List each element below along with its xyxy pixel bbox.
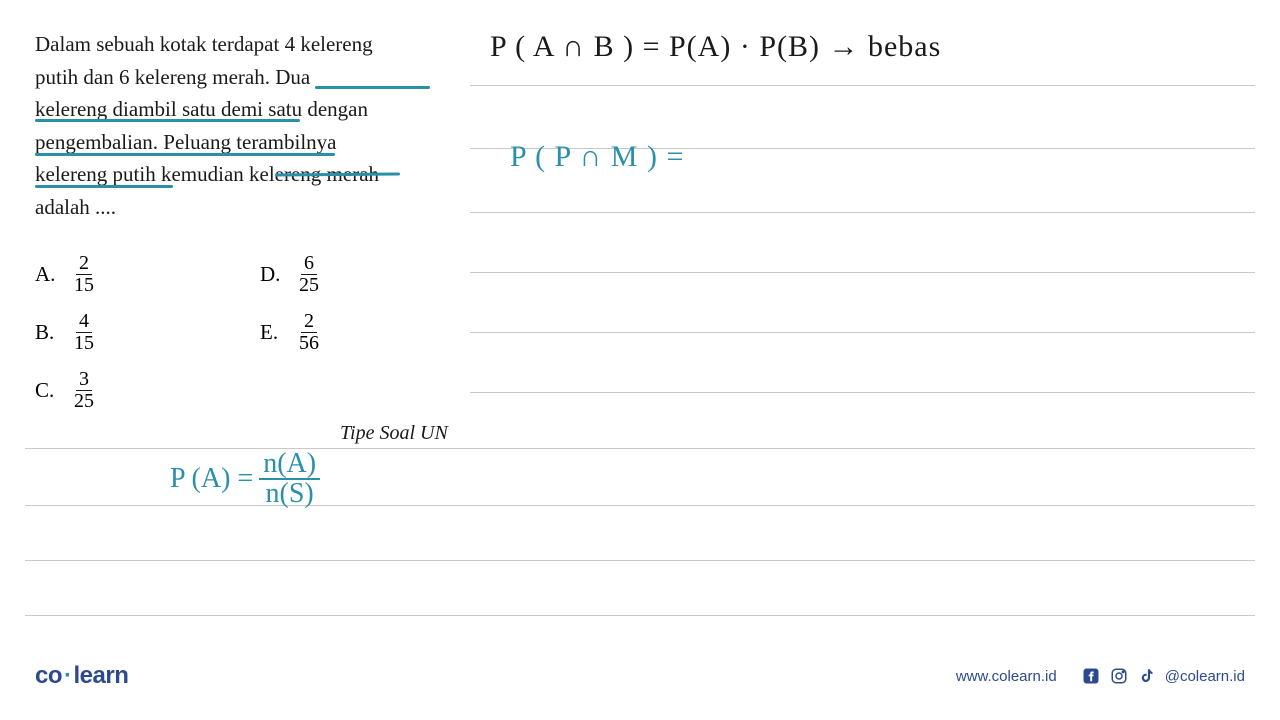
fraction: 2 56	[296, 311, 322, 354]
question-line: Dalam sebuah kotak terdapat 4 kelereng	[35, 28, 445, 61]
instagram-icon	[1109, 666, 1129, 686]
answer-letter: B.	[35, 320, 57, 345]
ruled-line	[470, 85, 1255, 86]
numerator: 2	[301, 311, 317, 333]
answer-a: A. 2 15	[35, 253, 220, 296]
fraction: 6 25	[296, 253, 322, 296]
ruled-line	[25, 615, 1255, 616]
numerator: 4	[76, 311, 92, 333]
handwriting-p-intersection: P ( P ∩ M ) =	[510, 140, 684, 174]
denominator: 15	[71, 275, 97, 296]
numerator: 6	[301, 253, 317, 275]
handwriting-formula-independent: P ( A ∩ B ) = P(A) · P(B) → bebas	[490, 30, 941, 64]
facebook-icon	[1081, 666, 1101, 686]
ruled-line	[25, 560, 1255, 561]
answer-letter: D.	[260, 262, 282, 287]
page-root: Dalam sebuah kotak terdapat 4 kelereng p…	[0, 0, 1280, 720]
handwriting-denominator: n(S)	[262, 480, 318, 508]
ruled-line	[470, 212, 1255, 213]
underline	[35, 185, 173, 188]
answer-letter: A.	[35, 262, 57, 287]
denominator: 15	[71, 333, 97, 354]
handwriting-probability-formula: P (A) = n(A) n(S)	[170, 450, 320, 508]
answer-e: E. 2 56	[260, 311, 445, 354]
answer-row: B. 4 15 E. 2 56	[35, 303, 445, 361]
fraction: 4 15	[71, 311, 97, 354]
social-links: @colearn.id	[1081, 666, 1245, 686]
answer-c: C. 3 25	[35, 369, 235, 412]
underline	[35, 119, 300, 122]
social-handle: @colearn.id	[1165, 668, 1245, 685]
numerator: 2	[76, 253, 92, 275]
logo-dot-icon: ·	[62, 662, 74, 689]
answer-letter: C.	[35, 378, 57, 403]
tiktok-icon	[1137, 666, 1157, 686]
handwriting-numerator: n(A)	[259, 450, 320, 480]
handwriting-pa-equals: P (A) =	[170, 463, 253, 495]
denominator: 56	[296, 333, 322, 354]
website-url: www.colearn.id	[956, 668, 1057, 685]
question-block: Dalam sebuah kotak terdapat 4 kelereng p…	[35, 28, 445, 223]
colearn-logo: co·learn	[35, 662, 128, 690]
answer-choices: A. 2 15 D. 6 25 B. 4 15	[35, 245, 445, 419]
logo-learn: learn	[74, 662, 129, 689]
answer-d: D. 6 25	[260, 253, 445, 296]
footer: co·learn www.colearn.id @colearn.id	[35, 662, 1245, 690]
footer-right: www.colearn.id @colearn.id	[956, 666, 1245, 686]
fraction: 2 15	[71, 253, 97, 296]
denominator: 25	[71, 391, 97, 412]
question-text: Dalam sebuah kotak terdapat 4 kelereng p…	[35, 28, 445, 223]
answer-row: A. 2 15 D. 6 25	[35, 245, 445, 303]
ruled-line	[470, 332, 1255, 333]
answer-b: B. 4 15	[35, 311, 220, 354]
question-line: adalah ....	[35, 191, 445, 224]
handwriting-fraction: n(A) n(S)	[259, 450, 320, 508]
answer-letter: E.	[260, 320, 282, 345]
numerator: 3	[76, 369, 92, 391]
ruled-line	[470, 392, 1255, 393]
fraction: 3 25	[71, 369, 97, 412]
answer-row: C. 3 25	[35, 361, 445, 419]
denominator: 25	[296, 275, 322, 296]
tipe-soal-label: Tipe Soal UN	[340, 422, 448, 445]
ruled-line	[470, 272, 1255, 273]
ruled-line	[25, 448, 1255, 449]
underline	[315, 86, 430, 89]
underline	[35, 153, 335, 156]
logo-co: co	[35, 662, 62, 689]
